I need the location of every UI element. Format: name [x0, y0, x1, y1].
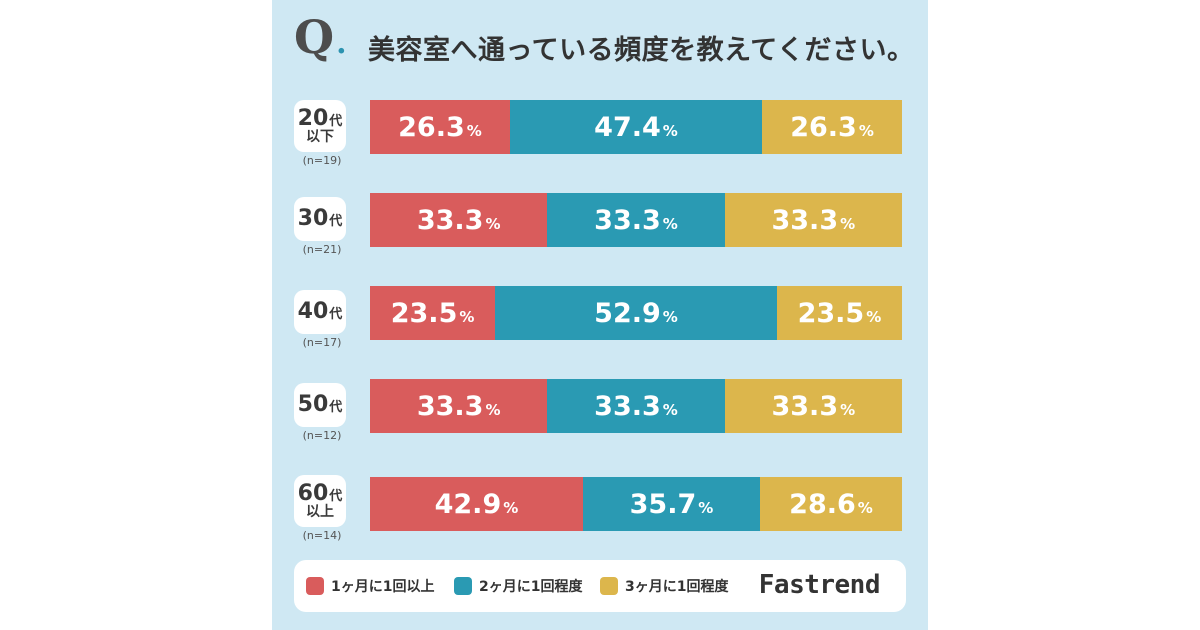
stacked-bar: 23.5% 52.9% 23.5% [370, 286, 902, 340]
bar-value-unit: % [662, 401, 678, 419]
chart-row: 30代 (n=21) 33.3% 33.3% 33.3% [272, 193, 928, 263]
bar-segment: 28.6% [760, 477, 902, 531]
bar-segment: 23.5% [370, 286, 496, 340]
legend-label: 2ヶ月に1回程度 [479, 579, 583, 595]
age-label-main: 40代 [298, 300, 343, 323]
brand-logo: Fastrend [758, 570, 881, 600]
bar-segment: 33.3% [370, 379, 548, 433]
bar-value-label: 26.3 [398, 111, 465, 143]
age-label: 60代 以上 [294, 475, 346, 527]
bar-segment: 35.7% [582, 477, 761, 531]
bar-value-unit: % [466, 122, 482, 140]
chart-row: 60代 以上 (n=14) 42.9% 35.7% 28.6% [272, 475, 928, 545]
age-label-number: 40 [297, 299, 329, 325]
bar-value-unit: % [485, 401, 501, 419]
bar-segment: 52.9% [495, 286, 777, 340]
age-label-number: 20 [297, 106, 329, 132]
age-label-number: 50 [297, 392, 329, 418]
age-label: 20代 以下 [294, 100, 346, 152]
legend-swatch [306, 577, 324, 595]
bar-value-label: 33.3 [594, 390, 661, 422]
age-label-main: 20代 [298, 107, 343, 130]
legend: 1ヶ月に1回以上 2ヶ月に1回程度 3ヶ月に1回程度 Fastrend [294, 560, 906, 612]
bar-value-unit: % [840, 215, 856, 233]
legend-label: 3ヶ月に1回程度 [625, 579, 729, 595]
bar-value-label: 28.6 [789, 488, 856, 520]
stacked-bar: 33.3% 33.3% 33.3% [370, 379, 902, 433]
sample-size-label: (n=14) [302, 529, 342, 542]
bar-value-unit: % [662, 122, 678, 140]
bar-value-unit: % [840, 401, 856, 419]
legend-swatch [454, 577, 472, 595]
bar-value-unit: % [485, 215, 501, 233]
sample-size-label: (n=21) [302, 243, 342, 256]
bar-value-unit: % [857, 499, 873, 517]
stacked-bar: 26.3% 47.4% 26.3% [370, 100, 902, 154]
bar-segment: 33.3% [547, 193, 725, 247]
age-label: 50代 [294, 383, 346, 427]
bar-value-label: 52.9 [594, 297, 661, 329]
chart-panel: Q. 美容室へ通っている頻度を教えてください。 20代 以下 (n=19) 26.3%… [272, 0, 928, 630]
bar-value-unit: % [503, 499, 519, 517]
bar-value-label: 42.9 [434, 488, 502, 520]
sample-size-label: (n=17) [302, 336, 342, 349]
bar-value-label: 33.3 [416, 204, 484, 236]
question-title: 美容室へ通っている頻度を教えてください。 [368, 35, 915, 66]
bar-segment: 26.3% [762, 100, 902, 154]
bar-segment: 23.5% [776, 286, 902, 340]
legend-item: 2ヶ月に1回程度 [454, 576, 582, 596]
age-label-sub: 以下 [306, 129, 334, 146]
bar-value-unit: % [459, 308, 475, 326]
bar-value-label: 23.5 [390, 297, 458, 329]
stacked-bar: 42.9% 35.7% 28.6% [370, 477, 902, 531]
bar-value-unit: % [858, 122, 874, 140]
sample-size-label: (n=19) [302, 154, 342, 167]
stacked-bar: 33.3% 33.3% 33.3% [370, 193, 902, 247]
bar-value-unit: % [662, 215, 678, 233]
age-label-sub: 以上 [306, 504, 334, 521]
age-label-main: 50代 [298, 393, 343, 416]
bar-value-unit: % [698, 499, 714, 517]
age-label-suffix: 代 [329, 307, 343, 323]
bar-segment: 33.3% [724, 379, 902, 433]
bar-value-label: 26.3 [790, 111, 857, 143]
bar-segment: 33.3% [547, 379, 725, 433]
bar-segment: 26.3% [370, 100, 510, 154]
chart-row: 50代 (n=12) 33.3% 33.3% 33.3% [272, 379, 928, 449]
bar-value-label: 33.3 [594, 204, 661, 236]
legend-item: 3ヶ月に1回程度 [600, 576, 728, 596]
bar-segment: 42.9% [370, 477, 583, 531]
bar-value-unit: % [662, 308, 678, 326]
age-label-suffix: 代 [329, 114, 343, 130]
age-label: 40代 [294, 290, 346, 334]
age-label-number: 30 [297, 206, 329, 232]
age-label-suffix: 代 [329, 400, 343, 416]
question-mark-label: Q. [294, 10, 347, 64]
bar-value-unit: % [866, 308, 882, 326]
legend-item: 1ヶ月に1回以上 [306, 576, 434, 596]
age-label-main: 30代 [298, 207, 343, 230]
sample-size-label: (n=12) [302, 429, 342, 442]
legend-swatch [600, 577, 618, 595]
bar-value-label: 23.5 [797, 297, 865, 329]
bar-value-label: 33.3 [771, 390, 839, 422]
bar-value-label: 33.3 [416, 390, 484, 422]
age-label: 30代 [294, 197, 346, 241]
bar-segment: 33.3% [724, 193, 902, 247]
chart-row: 20代 以下 (n=19) 26.3% 47.4% 26.3% [272, 100, 928, 170]
age-label-suffix: 代 [329, 214, 343, 230]
bar-segment: 33.3% [370, 193, 548, 247]
bar-value-label: 47.4 [594, 111, 661, 143]
age-label-main: 60代 [298, 482, 343, 505]
legend-label: 1ヶ月に1回以上 [331, 579, 435, 595]
age-label-number: 60 [297, 481, 329, 507]
bar-segment: 47.4% [509, 100, 763, 154]
bar-value-label: 35.7 [629, 488, 697, 520]
bar-value-label: 33.3 [771, 204, 839, 236]
age-label-suffix: 代 [329, 489, 343, 505]
chart-row: 40代 (n=17) 23.5% 52.9% 23.5% [272, 286, 928, 356]
